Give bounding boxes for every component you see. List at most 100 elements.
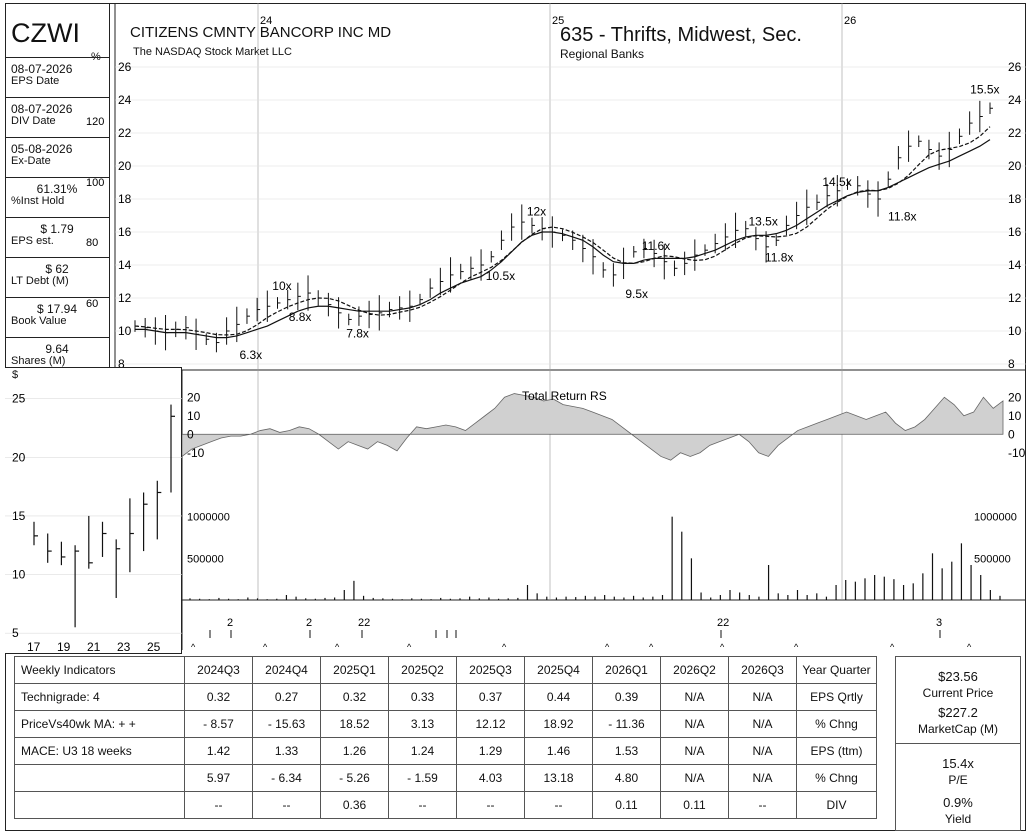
rs-tick-left: 0	[187, 427, 194, 441]
inset-dollar-symbol: $	[12, 369, 19, 381]
table-row: Technigrade: 4 0.32 0.27 0.32 0.33 0.37 0.44 0.…	[14, 683, 877, 711]
sidebar-stat-label: Shares (M)	[11, 355, 66, 367]
table-cell: EPS (ttm)	[796, 737, 877, 765]
table-cell: - 1.59	[388, 764, 457, 792]
table-cell: 1.33	[252, 737, 321, 765]
inset-x-tick: 25	[147, 640, 161, 654]
table-cell: 0.27	[252, 683, 321, 711]
table-header-cell: 2026Q1	[592, 656, 661, 684]
table-cell: 0.33	[388, 683, 457, 711]
pe-annotation: 11.6x	[642, 239, 670, 253]
table-cell: - 11.36	[592, 710, 661, 738]
table-cell: 1.46	[524, 737, 593, 765]
table-cell: 0.11	[592, 791, 661, 819]
pe-annotation: 8.8x	[289, 310, 312, 324]
table-cell: N/A	[660, 764, 729, 792]
price-tick-left: 12	[118, 291, 132, 305]
dividend-yield: 0.9%	[943, 795, 973, 810]
table-cell: --	[184, 791, 253, 819]
table-cell: N/A	[728, 710, 797, 738]
table-cell: 18.52	[320, 710, 389, 738]
rs-tick-left: 10	[187, 409, 201, 423]
event-strip: 2 2 22 22 3^ ^ ^ ^ ^ ^ ^ ^ ^ ^ ^	[191, 617, 972, 650]
monthly-inset-chart: 25 20 15 10 5 17 19 21 23 25	[5, 392, 182, 654]
company-name: CITIZENS CMNTY BANCORP INC MD	[130, 24, 392, 41]
table-cell: 12.12	[456, 710, 525, 738]
market-cap-label: MarketCap (M)	[917, 722, 998, 736]
table-cell	[14, 764, 185, 792]
table-header-cell: 2025Q2	[388, 656, 457, 684]
earnings-caret: ^	[502, 642, 507, 650]
year-label: 25	[552, 15, 564, 27]
table-cell: % Chng	[796, 710, 877, 738]
price-tick-right: 22	[1008, 126, 1022, 140]
current-price: $23.56	[938, 669, 978, 684]
table-cell: PriceVs40wk MA: + +	[14, 710, 185, 738]
earnings-caret: ^	[335, 642, 340, 650]
price-tick-right: 20	[1008, 159, 1022, 173]
valuation-box: 15.4x P/E 0.9% Yield	[895, 743, 1021, 831]
table-cell: N/A	[728, 737, 797, 765]
sidebar-stat-label: EPS est.	[11, 235, 54, 247]
earnings-caret: ^	[605, 642, 610, 650]
pe-annotation: 10x	[272, 279, 291, 293]
table-row: PriceVs40wk MA: + + - 8.57- 15.63 18.52 3.1…	[14, 710, 877, 738]
table-row: MACE: U3 18 weeks 1.42 1.33 1.26 1.24 1.29 1.4…	[14, 737, 877, 765]
price-tick-right: 10	[1008, 324, 1022, 338]
table-cell: 0.32	[320, 683, 389, 711]
sidebar-stat: 05-08-2026 Ex-Date	[5, 137, 109, 177]
year-label: 24	[260, 15, 272, 27]
pe-ratio: 15.4x	[942, 756, 974, 771]
inset-x-tick: 21	[87, 640, 101, 654]
rs-area	[181, 393, 1004, 461]
rs-tick-right: 10	[1008, 409, 1022, 423]
table-cell: - 8.57	[184, 710, 253, 738]
inset-x-tick: 23	[117, 640, 131, 654]
rs-title: Total Return RS	[522, 389, 607, 403]
table-cell	[14, 791, 185, 819]
table-cell: 18.92	[524, 710, 593, 738]
ma-40wk-line	[135, 139, 991, 339]
pe-annotation: 7.8x	[346, 327, 369, 341]
sidebar-stat: 08-07-2026 DIV Date	[5, 97, 109, 137]
table-cell: N/A	[660, 737, 729, 765]
price-tick-left: 20	[118, 159, 132, 173]
rs-tick-right: -10	[1008, 446, 1026, 460]
table-cell: 0.11	[660, 791, 729, 819]
table-cell: 0.44	[524, 683, 593, 711]
inset-y-tick: 20	[12, 450, 26, 464]
table-cell: % Chng	[796, 764, 877, 792]
event-count: 3	[936, 617, 942, 629]
sidebar-stat-label: DIV Date	[11, 115, 56, 127]
table-cell: --	[456, 791, 525, 819]
table-cell: 3.13	[388, 710, 457, 738]
sidebar-stat: $ 17.94 Book Value	[5, 297, 109, 337]
rs-tick-left: 20	[187, 390, 201, 404]
sidebar-stat-label: EPS Date	[11, 75, 60, 87]
table-header-cell: 2025Q1	[320, 656, 389, 684]
inset-x-tick: 17	[27, 640, 41, 654]
table-header-cell: 2026Q3	[728, 656, 797, 684]
monthly-inset-panel	[5, 367, 182, 654]
current-price-label: Current Price	[922, 686, 994, 700]
table-cell: 1.29	[456, 737, 525, 765]
table-header-cell: 2025Q3	[456, 656, 525, 684]
ma-10wk-line	[134, 126, 991, 336]
table-cell: 0.36	[320, 791, 389, 819]
price-tick-right: 18	[1008, 192, 1022, 206]
price-chart: 24 25 262624222018161412108262422201816141…	[86, 3, 1026, 650]
earnings-caret: ^	[720, 642, 725, 650]
earnings-caret: ^	[649, 642, 654, 650]
sidebar-stat-value: 08-07-2026	[11, 62, 73, 76]
earnings-caret: ^	[263, 642, 268, 650]
table-cell: - 15.63	[252, 710, 321, 738]
event-count: 2	[227, 617, 233, 629]
event-count: 22	[358, 617, 370, 629]
pe-annotation: 14.5x	[822, 175, 851, 189]
table-cell: MACE: U3 18 weeks	[14, 737, 185, 765]
table-header-cell: 2025Q4	[524, 656, 593, 684]
table-cell: N/A	[660, 710, 729, 738]
rs-tick-right: 0	[1008, 427, 1015, 441]
table-cell: 13.18	[524, 764, 593, 792]
sidebar-stat: 08-07-2026 EPS Date	[5, 57, 109, 97]
